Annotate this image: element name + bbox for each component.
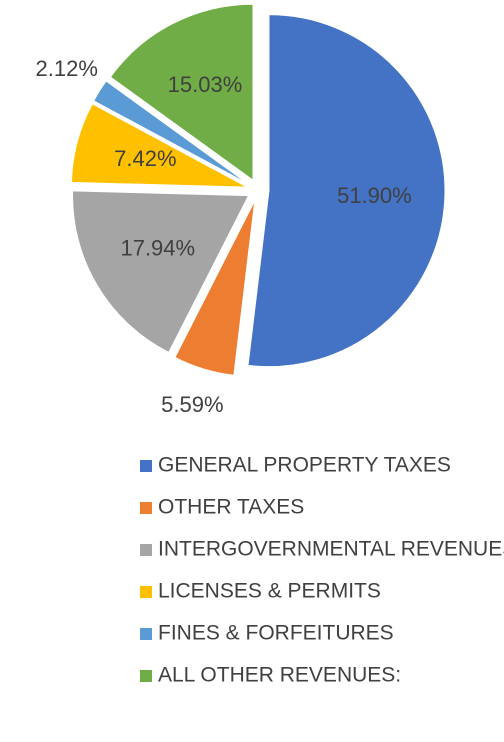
legend-swatch [140, 544, 152, 556]
pie-slice [70, 103, 248, 188]
legend-swatch [140, 460, 152, 472]
pie-slice [109, 3, 254, 182]
legend-swatch [140, 628, 152, 640]
data-label: 5.59% [161, 392, 223, 417]
pie-slice [92, 80, 249, 185]
legend-label: INTERGOVERNMENTAL REVENUES [158, 538, 504, 561]
legend-label: FINES & FORFEITURES [158, 622, 394, 645]
pie-slice [247, 14, 446, 368]
legend-swatch [140, 586, 152, 598]
legend-label: OTHER TAXES [158, 496, 304, 519]
legend-label: ALL OTHER REVENUES: [158, 664, 401, 687]
legend-label: GENERAL PROPERTY TAXES [158, 454, 451, 477]
legend-swatch [140, 502, 152, 514]
data-label: 15.03% [168, 72, 243, 97]
data-label: 51.90% [337, 183, 412, 208]
legend-label: LICENSES & PERMITS [158, 580, 381, 603]
data-label: 7.42% [114, 146, 176, 171]
legend-swatch [140, 670, 152, 682]
pie-slice [72, 190, 250, 354]
data-label: 2.12% [36, 56, 98, 81]
data-label: 17.94% [120, 235, 195, 260]
pie-slice [174, 200, 256, 376]
